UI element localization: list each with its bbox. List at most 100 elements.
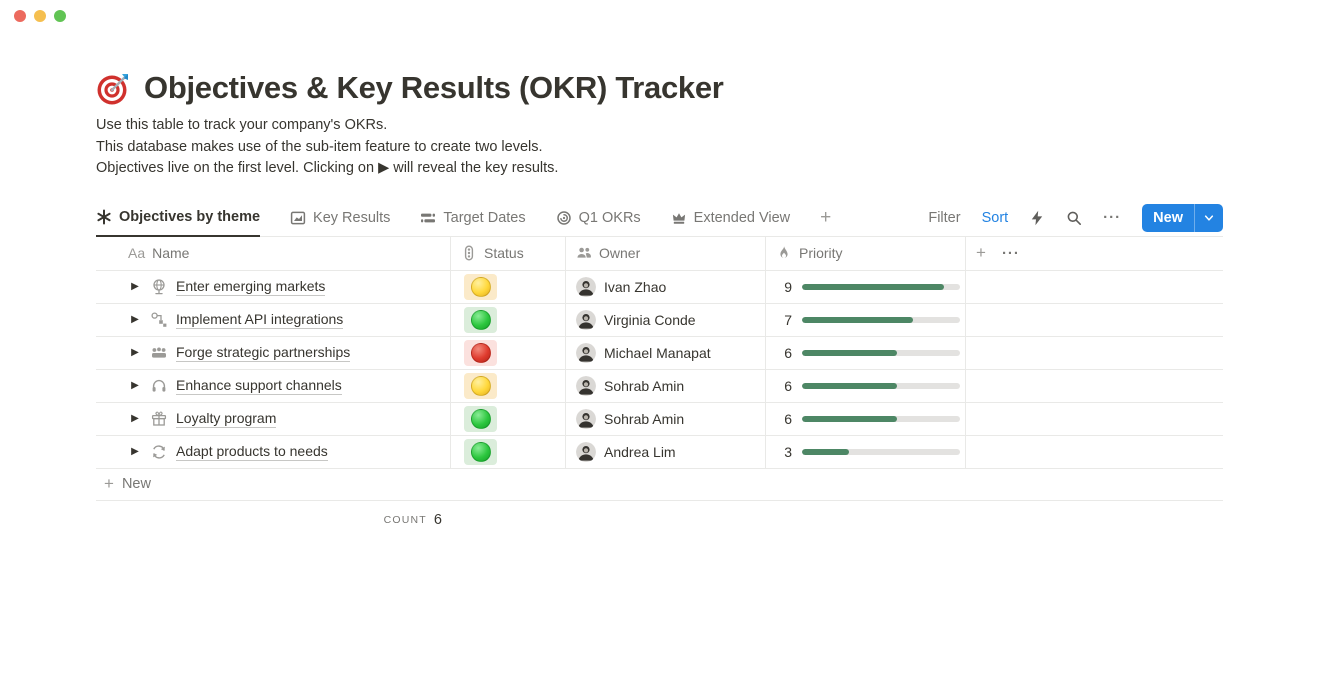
expand-toggle-icon[interactable]: ▶ (131, 413, 139, 424)
owner-name: Sohrab Amin (604, 377, 685, 394)
tab-label: Objectives by theme (119, 209, 261, 225)
row-title[interactable]: Enhance support channels (176, 376, 342, 395)
status-dot-icon (470, 309, 491, 330)
avatar (576, 310, 596, 330)
status-cell[interactable] (450, 336, 565, 369)
tab-extended-view[interactable]: Extended View (671, 200, 790, 236)
text-icon: Aa (128, 245, 146, 261)
column-header-status[interactable]: Status (450, 236, 565, 270)
priority-bar (802, 448, 960, 455)
priority-value: 9 (784, 278, 792, 295)
table-body: ▶ Enter emerging markets Ivan Zhao 9 ▶ I… (96, 270, 1223, 469)
row-title[interactable]: Adapt products to needs (176, 442, 328, 461)
plus-icon: + (820, 206, 832, 228)
headphones-icon (150, 377, 168, 395)
priority-bar (802, 415, 960, 422)
expand-toggle-icon[interactable]: ▶ (131, 314, 139, 325)
status-pill[interactable] (464, 372, 497, 399)
owner-cell[interactable]: Virginia Conde (565, 303, 765, 336)
priority-cell[interactable]: 6 (765, 402, 965, 435)
priority-bar-fill (802, 349, 897, 356)
priority-cell[interactable]: 6 (765, 369, 965, 402)
filter-button[interactable]: Filter (928, 209, 961, 226)
priority-bar (802, 382, 960, 389)
column-label: Priority (799, 245, 843, 261)
status-pill[interactable] (464, 438, 497, 465)
row-title[interactable]: Enter emerging markets (176, 277, 326, 296)
tab-label: Q1 OKRs (578, 209, 641, 226)
status-cell[interactable] (450, 402, 565, 435)
status-pill[interactable] (464, 339, 497, 366)
owner-cell[interactable]: Michael Manapat (565, 336, 765, 369)
table-row: ▶ Enter emerging markets Ivan Zhao 9 (96, 270, 1223, 304)
priority-cell[interactable]: 3 (765, 435, 965, 468)
status-cell[interactable] (450, 270, 565, 303)
zoom-button[interactable] (54, 10, 66, 22)
priority-bar (802, 349, 960, 356)
new-button-divider (1194, 203, 1195, 232)
status-dot-icon (470, 342, 491, 363)
title-row: Objectives & Key Results (OKR) Tracker (96, 70, 1223, 106)
owner-cell[interactable]: Sohrab Amin (565, 402, 765, 435)
gift-icon (150, 410, 168, 428)
row-title[interactable]: Forge strategic partnerships (176, 343, 351, 362)
owner-name: Virginia Conde (604, 311, 696, 328)
expand-toggle-icon[interactable]: ▶ (131, 380, 139, 391)
add-view-button[interactable]: + (820, 200, 831, 236)
owner-cell[interactable]: Ivan Zhao (565, 270, 765, 303)
expand-toggle-icon[interactable]: ▶ (131, 446, 139, 457)
column-header-owner[interactable]: Owner (565, 236, 765, 270)
cycle-icon (150, 443, 168, 461)
tab-target-dates[interactable]: Target Dates (420, 200, 526, 236)
table-options-icon[interactable]: ··· (1001, 244, 1020, 262)
count-aggregate[interactable]: COUNT 6 (96, 501, 450, 539)
status-dot-icon (470, 408, 491, 429)
owner-cell[interactable]: Sohrab Amin (565, 369, 765, 402)
more-options-icon[interactable]: ··· (1103, 209, 1122, 226)
minimize-button[interactable] (34, 10, 46, 22)
name-cell: ▶ Enhance support channels (96, 370, 450, 402)
priority-cell[interactable]: 9 (765, 270, 965, 303)
tab-key-results[interactable]: Key Results (290, 200, 390, 236)
status-pill[interactable] (464, 405, 497, 432)
table-row: ▶ Loyalty program Sohrab Amin 6 (96, 402, 1223, 436)
row-title[interactable]: Implement API integrations (176, 310, 344, 329)
new-row-button[interactable]: + New (96, 469, 1223, 501)
row-title[interactable]: Loyalty program (176, 409, 277, 428)
column-header-priority[interactable]: Priority (765, 236, 965, 270)
expand-toggle-icon[interactable]: ▶ (131, 347, 139, 358)
new-button[interactable]: New (1142, 203, 1223, 232)
avatar (576, 376, 596, 396)
status-cell[interactable] (450, 303, 565, 336)
status-pill[interactable] (464, 273, 497, 300)
priority-value: 6 (784, 344, 792, 361)
status-cell[interactable] (450, 435, 565, 468)
expand-toggle-icon[interactable]: ▶ (131, 281, 139, 292)
close-button[interactable] (14, 10, 26, 22)
tab-q1-okrs[interactable]: Q1 OKRs (556, 200, 641, 236)
status-dot-icon (470, 441, 491, 462)
new-button-label[interactable]: New (1153, 209, 1183, 226)
priority-cell[interactable]: 6 (765, 336, 965, 369)
empty-cell (965, 270, 1223, 303)
owner-cell[interactable]: Andrea Lim (565, 435, 765, 468)
chart-icon (290, 210, 306, 226)
add-column-icon[interactable]: + (976, 243, 986, 262)
sort-button[interactable]: Sort (981, 209, 1009, 226)
name-cell: ▶ Forge strategic partnerships (96, 337, 450, 369)
priority-bar-fill (802, 283, 945, 290)
bolt-icon[interactable] (1029, 210, 1045, 226)
chevron-down-icon[interactable] (1195, 204, 1223, 232)
status-pill[interactable] (464, 306, 497, 333)
priority-cell[interactable]: 7 (765, 303, 965, 336)
column-header-name[interactable]: Aa Name (96, 237, 450, 270)
status-dot-icon (470, 276, 491, 297)
avatar (576, 442, 596, 462)
name-cell: ▶ Enter emerging markets (96, 271, 450, 303)
flame-icon (776, 245, 792, 261)
name-cell: ▶ Loyalty program (96, 403, 450, 435)
tab-objectives-by-theme[interactable]: Objectives by theme (96, 200, 261, 237)
status-cell[interactable] (450, 369, 565, 402)
traffic-light-icon (461, 245, 477, 261)
search-icon[interactable] (1066, 210, 1082, 226)
